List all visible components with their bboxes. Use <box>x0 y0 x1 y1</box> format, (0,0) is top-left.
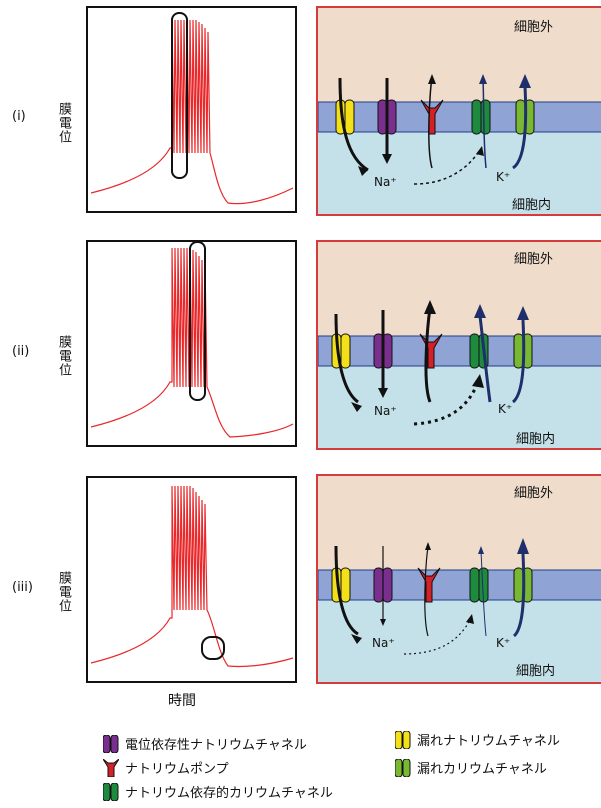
na-ion-label: Na⁺ <box>372 636 395 650</box>
y-axis-label-iii: 膜電位 <box>56 571 71 613</box>
k-leak-arrow <box>511 319 526 404</box>
sodium-dependent-potassium-channel-icon <box>471 99 491 135</box>
x-axis-label: 時間 <box>168 693 196 709</box>
legend-leak-potassium: 漏れカリウムチャネル <box>395 758 547 777</box>
voltage-trace-ii <box>90 242 294 438</box>
voltage-trace-panel-iii <box>86 476 297 683</box>
k-nak-arrow <box>478 315 492 403</box>
na-leak-arrow <box>338 77 369 172</box>
legend-leak-sodium: 漏れナトリウムチャネル <box>395 730 560 749</box>
legend-label: ナトリウム依存的カリウムチャネル <box>125 786 333 801</box>
membrane-diagram-ii <box>318 300 601 426</box>
leak-sodium-channel-icon <box>395 730 411 749</box>
legend-label: 漏れカリウムチャネル <box>417 762 547 777</box>
intracellular-label: 細胞内 <box>516 664 556 679</box>
na-to-nak-dotted-arrow <box>403 619 471 655</box>
sodium-dependent-potassium-channel-icon <box>103 782 119 801</box>
highlight-ellipse <box>171 12 188 179</box>
voltage-gated-sodium-channel-icon <box>103 734 119 753</box>
k-ion-label: K⁺ <box>498 402 513 416</box>
legend-voltage-gated-sodium: 電位依存性ナトリウムチャネル <box>103 734 307 753</box>
na-leak-arrow <box>334 545 359 636</box>
trace-line <box>90 19 294 205</box>
row-label-iii: (iii) <box>12 580 33 595</box>
intracellular-label: 細胞内 <box>512 198 552 213</box>
sodium-dependent-potassium-channel-icon <box>469 567 489 603</box>
leak-potassium-channel-icon <box>395 758 411 777</box>
leak-potassium-channel-icon <box>515 99 535 135</box>
voltage-trace-i <box>90 12 294 205</box>
k-nak-arrow <box>482 79 487 169</box>
channel-panel-ii: 細胞外 細胞内 Na⁺ <box>316 240 601 450</box>
trace-line <box>90 485 294 668</box>
extracellular-label: 細胞外 <box>514 20 554 35</box>
sodium-pump-icon <box>103 758 119 777</box>
legend-label: 漏れナトリウムチャネル <box>417 734 560 749</box>
voltage-trace-panel-i <box>86 6 297 213</box>
na-to-nak-dotted-arrow <box>413 381 480 426</box>
k-nak-arrow <box>480 551 487 637</box>
pump-arrow <box>424 547 429 637</box>
k-leak-arrow <box>512 553 526 638</box>
na-to-nak-dotted-arrow <box>413 149 481 185</box>
extracellular-label: 細胞外 <box>514 486 554 501</box>
legend-label: 電位依存性ナトリウムチャネル <box>125 738 307 753</box>
row-label-ii: (ii) <box>12 344 30 359</box>
sodium-pump-icon <box>417 567 441 603</box>
na-ion-label: Na⁺ <box>374 404 397 418</box>
intracellular-label: 細胞内 <box>516 432 556 447</box>
extracellular-label: 細胞外 <box>514 252 554 267</box>
channel-panel-iii: 細胞外 細胞内 Na⁺ <box>316 474 601 684</box>
y-axis-label-ii: 膜電位 <box>56 335 71 377</box>
trace-line <box>90 247 294 438</box>
membrane <box>318 335 601 367</box>
membrane-diagram-iii <box>318 538 601 655</box>
legend-sodium-dependent-potassium: ナトリウム依存的カリウムチャネル <box>103 782 333 801</box>
legend-label: ナトリウムポンプ <box>125 762 229 777</box>
y-axis-label-i: 膜電位 <box>56 102 71 144</box>
membrane <box>318 569 601 601</box>
legend-sodium-pump: ナトリウムポンプ <box>103 758 229 777</box>
k-ion-label: K⁺ <box>496 170 511 184</box>
voltage-gated-sodium-channel-icon <box>373 567 393 603</box>
voltage-trace-panel-ii <box>86 240 297 447</box>
k-ion-label: K⁺ <box>496 636 511 650</box>
channel-panel-i: 細胞外 細胞内 <box>316 6 601 216</box>
row-label-i: (i) <box>12 109 26 124</box>
k-leak-arrow <box>511 85 528 170</box>
highlight-ellipse <box>189 242 206 401</box>
na-ion-label: Na⁺ <box>374 175 397 189</box>
membrane <box>318 101 601 133</box>
highlight-ellipse <box>201 636 225 660</box>
membrane-diagram-i <box>318 74 601 185</box>
voltage-gated-sodium-channel-icon <box>373 333 393 369</box>
na-leak-arrow <box>334 313 359 404</box>
voltage-trace-iii <box>90 485 294 668</box>
